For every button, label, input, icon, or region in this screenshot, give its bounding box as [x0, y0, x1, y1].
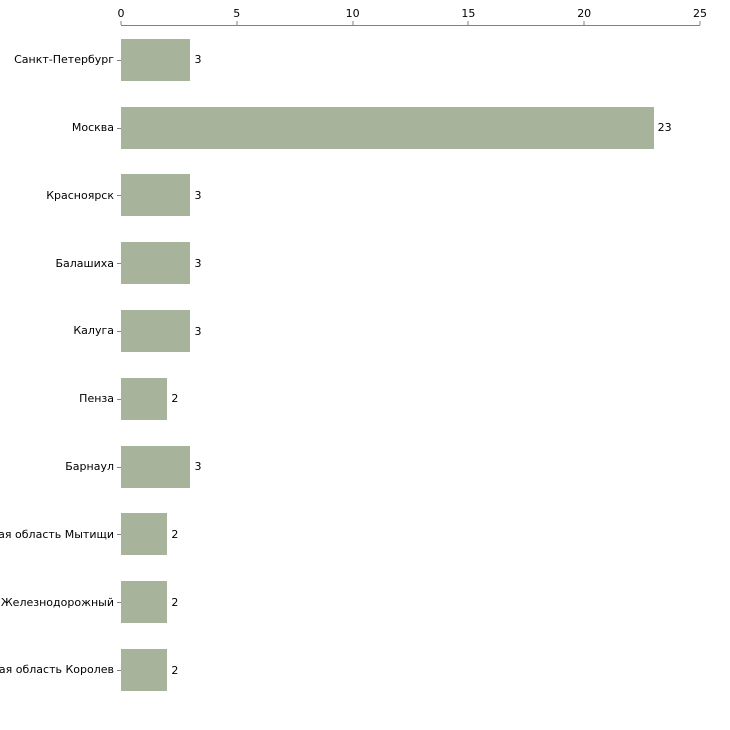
bar-row: Красноярск 3 — [46, 162, 700, 230]
value-label: 2 — [171, 527, 179, 541]
bar — [121, 513, 168, 556]
bar-row: кая область Мытищи 2 — [0, 501, 700, 569]
category-label: ъ Железнодорожный — [0, 595, 114, 609]
plot-area: 0 5 10 15 20 25 Санкт-Петербург 3 Москва 23 Красн… — [0, 8, 707, 704]
bar — [121, 174, 191, 217]
bar-row: Калуга 3 — [73, 297, 700, 365]
y-tick-mark — [117, 534, 121, 536]
category-label: Балашиха — [55, 256, 114, 270]
bar — [121, 377, 168, 420]
y-tick-mark — [117, 670, 121, 672]
value-label: 3 — [194, 188, 202, 202]
y-tick-mark — [117, 466, 121, 468]
bar-row: кая область Королев 2 — [0, 636, 700, 704]
value-label: 2 — [171, 392, 179, 406]
bar — [121, 106, 654, 149]
y-tick-mark — [117, 263, 121, 265]
y-tick-mark — [117, 59, 121, 61]
y-tick-mark — [117, 602, 121, 604]
x-tick-label: 25 — [693, 7, 707, 20]
bar-row: Пенза 2 — [79, 365, 700, 433]
category-label: Санкт-Петербург — [14, 53, 114, 67]
category-label: кая область Королев — [0, 663, 114, 677]
x-tick-label: 0 — [117, 7, 125, 20]
category-label: Барнаул — [65, 460, 114, 474]
x-tick-label: 5 — [233, 7, 241, 20]
bar — [121, 310, 191, 353]
bar-rows: Санкт-Петербург 3 Москва 23 Красноярск 3 Балаш… — [0, 26, 700, 704]
value-label: 2 — [171, 595, 179, 609]
bar-row: ъ Железнодорожный 2 — [0, 568, 700, 636]
bar-row: Санкт-Петербург 3 — [14, 26, 700, 94]
bar — [121, 242, 191, 285]
y-tick-mark — [117, 127, 121, 129]
bar — [121, 649, 168, 692]
bar — [121, 445, 191, 488]
x-tick-mark — [352, 21, 354, 25]
value-label: 3 — [194, 324, 202, 338]
category-label: Красноярск — [46, 188, 114, 202]
value-label: 23 — [657, 121, 672, 135]
category-label: кая область Мытищи — [0, 527, 114, 541]
y-tick-mark — [117, 398, 121, 400]
value-label: 3 — [194, 460, 202, 474]
x-tick-label: 20 — [577, 7, 592, 20]
category-label: Пенза — [79, 392, 114, 406]
x-axis-line — [121, 25, 700, 26]
value-label: 3 — [194, 53, 202, 67]
x-tick-mark — [120, 21, 122, 25]
x-tick-mark — [583, 21, 585, 25]
y-tick-mark — [117, 195, 121, 197]
value-label: 2 — [171, 663, 179, 677]
x-tick-mark — [236, 21, 238, 25]
category-label: Калуга — [73, 324, 114, 338]
x-tick-mark — [467, 21, 469, 25]
x-tick-label: 15 — [461, 7, 476, 20]
bar — [121, 581, 168, 624]
bar-row: Балашиха 3 — [55, 229, 700, 297]
x-tick-label: 10 — [345, 7, 360, 20]
bar-row: Барнаул 3 — [65, 433, 700, 501]
bar — [121, 38, 191, 81]
category-label: Москва — [71, 121, 114, 135]
bar-row: Москва 23 — [72, 94, 700, 162]
x-tick-mark — [699, 21, 701, 25]
value-label: 3 — [194, 256, 202, 270]
y-tick-mark — [117, 331, 121, 333]
